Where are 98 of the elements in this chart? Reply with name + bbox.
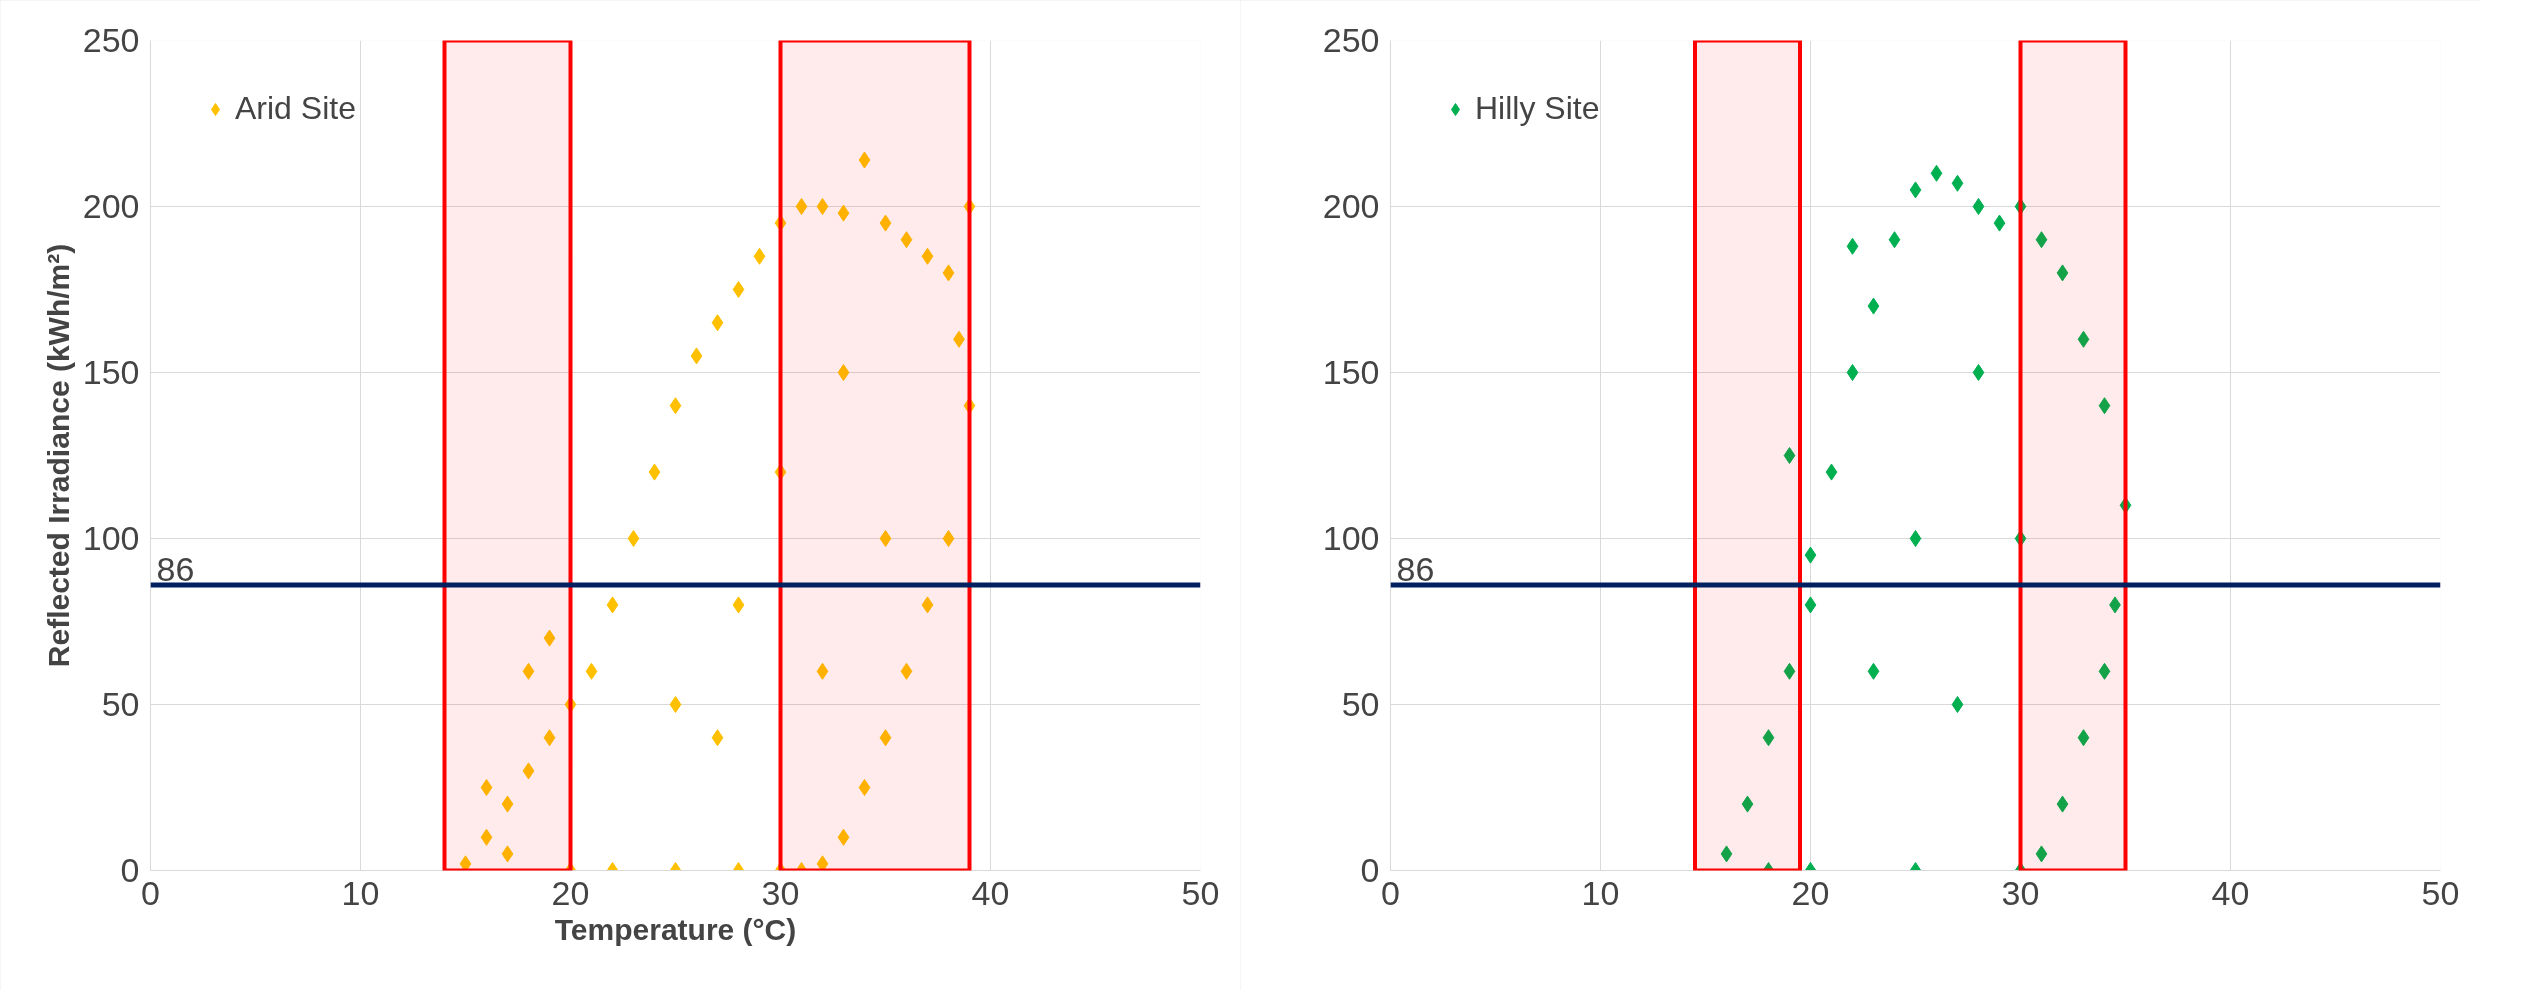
point: [837, 204, 850, 222]
x-tick-label: 30: [761, 873, 800, 912]
y-tick-label: 100: [1322, 519, 1380, 557]
point: [942, 264, 955, 282]
point: [753, 247, 766, 265]
point: [1993, 214, 2006, 232]
point: [2035, 231, 2048, 249]
point: [585, 662, 598, 680]
point: [1804, 596, 1817, 614]
point: [669, 696, 682, 713]
point: [2077, 330, 2090, 348]
point: [648, 463, 661, 481]
point: [921, 596, 934, 614]
point: [795, 198, 808, 215]
point: [1762, 729, 1775, 747]
point: [459, 855, 472, 871]
x-tick-label: 20: [551, 873, 590, 912]
y-tick-label: 50: [1341, 685, 1380, 723]
point: [690, 347, 703, 365]
point: [1972, 198, 1985, 215]
point: [1846, 364, 1859, 381]
point: [1720, 845, 1733, 863]
point: [501, 845, 514, 863]
point: [1741, 795, 1754, 813]
y-tick-label: 150: [82, 353, 140, 391]
point: [2098, 397, 2111, 415]
x-axis-title: Temperature (°C): [554, 912, 797, 946]
x-tick-label: 10: [1581, 873, 1620, 912]
point: [480, 779, 493, 796]
x-tick-label: 50: [2421, 873, 2460, 912]
point: [711, 314, 724, 332]
point: [1804, 546, 1817, 564]
point: [1825, 463, 1838, 481]
point: [1951, 174, 1964, 192]
point: [522, 662, 535, 680]
point: [879, 729, 892, 747]
x-tick-label: 40: [2211, 873, 2250, 912]
point: [2056, 264, 2069, 282]
point: [942, 530, 955, 547]
point: [564, 696, 577, 713]
point: [522, 762, 535, 780]
x-tick-label: 20: [1791, 873, 1830, 912]
point: [837, 828, 850, 846]
point: [816, 855, 829, 871]
y-tick-label: 200: [1322, 187, 1380, 225]
point: [1846, 237, 1859, 255]
x-tick-label: 40: [971, 873, 1010, 912]
point: [1867, 662, 1880, 680]
point: [732, 596, 745, 614]
point: [2035, 845, 2048, 863]
point: [2077, 729, 2090, 747]
x-tick-label: 50: [1181, 873, 1220, 912]
y-tick-label: 50: [101, 685, 140, 723]
point: [711, 729, 724, 747]
point: [879, 214, 892, 232]
y-axis-title: Reflected Irradiance (kWh/m²): [41, 243, 75, 668]
point: [879, 530, 892, 547]
point: [858, 151, 871, 169]
legend-label: Hilly Site: [1475, 90, 1600, 127]
point: [921, 247, 934, 265]
point: [1972, 364, 1985, 381]
point: [900, 231, 913, 249]
point: [1909, 181, 1922, 199]
y-tick-label: 100: [82, 519, 140, 557]
point: [816, 198, 829, 215]
y-tick-label: 150: [1322, 353, 1380, 391]
y-tick-label: 250: [82, 21, 140, 59]
point: [816, 662, 829, 680]
point: [1888, 231, 1901, 249]
point: [1783, 447, 1796, 464]
x-tick-label: 30: [2001, 873, 2040, 912]
point: [837, 364, 850, 381]
point: [900, 662, 913, 680]
point: [2014, 530, 2027, 547]
point: [732, 281, 745, 298]
point: [669, 397, 682, 415]
point: [858, 779, 871, 796]
point: [627, 530, 640, 547]
x-tick-label: 10: [341, 873, 380, 912]
ref-line-label: 86: [156, 549, 195, 588]
point: [2098, 662, 2111, 680]
point: [1783, 662, 1796, 680]
point: [963, 198, 976, 215]
legend-label: Arid Site: [235, 90, 356, 127]
point: [2056, 795, 2069, 813]
y-tick-label: 250: [1322, 21, 1380, 59]
point: [543, 729, 556, 747]
y-tick-label: 200: [82, 187, 140, 225]
point: [606, 596, 619, 614]
point: [1930, 164, 1943, 182]
point: [543, 629, 556, 647]
point: [501, 795, 514, 813]
point: [480, 828, 493, 846]
ref-line-label: 86: [1396, 549, 1435, 588]
point: [1867, 297, 1880, 315]
point: [2014, 198, 2027, 215]
point: [1909, 530, 1922, 547]
point: [1951, 696, 1964, 713]
